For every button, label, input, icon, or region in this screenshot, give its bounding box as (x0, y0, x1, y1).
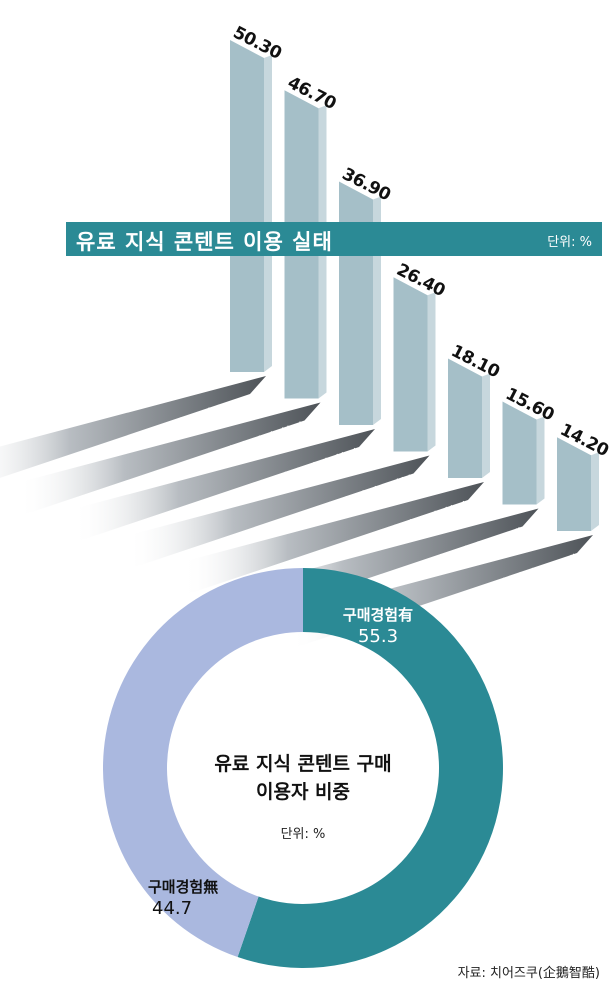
bar-side (264, 55, 272, 372)
donut-unit: 단위: % (281, 827, 326, 842)
bar-front (393, 277, 428, 452)
slice-value: 44.7 (152, 898, 192, 919)
source-note: 자료: 치어즈쿠(企鵝智酷) (457, 966, 600, 981)
chart-title-band: 유료 지식 콘텐트 이용 실태 단위: % (66, 222, 602, 256)
slice-label: 구매경험有 (343, 606, 413, 624)
bar-base-ribbon (73, 429, 375, 543)
bar-front (502, 401, 537, 505)
donut-title-line: 이용자 비중 (256, 781, 350, 803)
bar-base-ribbon (182, 482, 484, 596)
donut-slice-1 (237, 568, 503, 968)
donut-slice-2 (102, 568, 304, 958)
bar-front (557, 437, 591, 531)
bar-side (536, 416, 545, 505)
slice-value: 55.3 (358, 626, 398, 647)
chart-unit: 단위: % (547, 235, 592, 250)
bar-side (427, 292, 436, 452)
bar-base-ribbon (18, 402, 321, 517)
bar-base-ribbon (127, 455, 430, 570)
bar-base-ribbon (0, 376, 266, 478)
slice-label: 구매경험無 (148, 878, 218, 896)
bar-front (230, 40, 264, 372)
donut-title-line: 유료 지식 콘텐트 구매 (214, 753, 391, 775)
bar-front (448, 358, 482, 478)
bar-side (482, 373, 490, 478)
bar-front (339, 181, 373, 425)
chart-title: 유료 지식 콘텐트 이용 실태 (76, 230, 333, 254)
bar-side (591, 452, 599, 531)
